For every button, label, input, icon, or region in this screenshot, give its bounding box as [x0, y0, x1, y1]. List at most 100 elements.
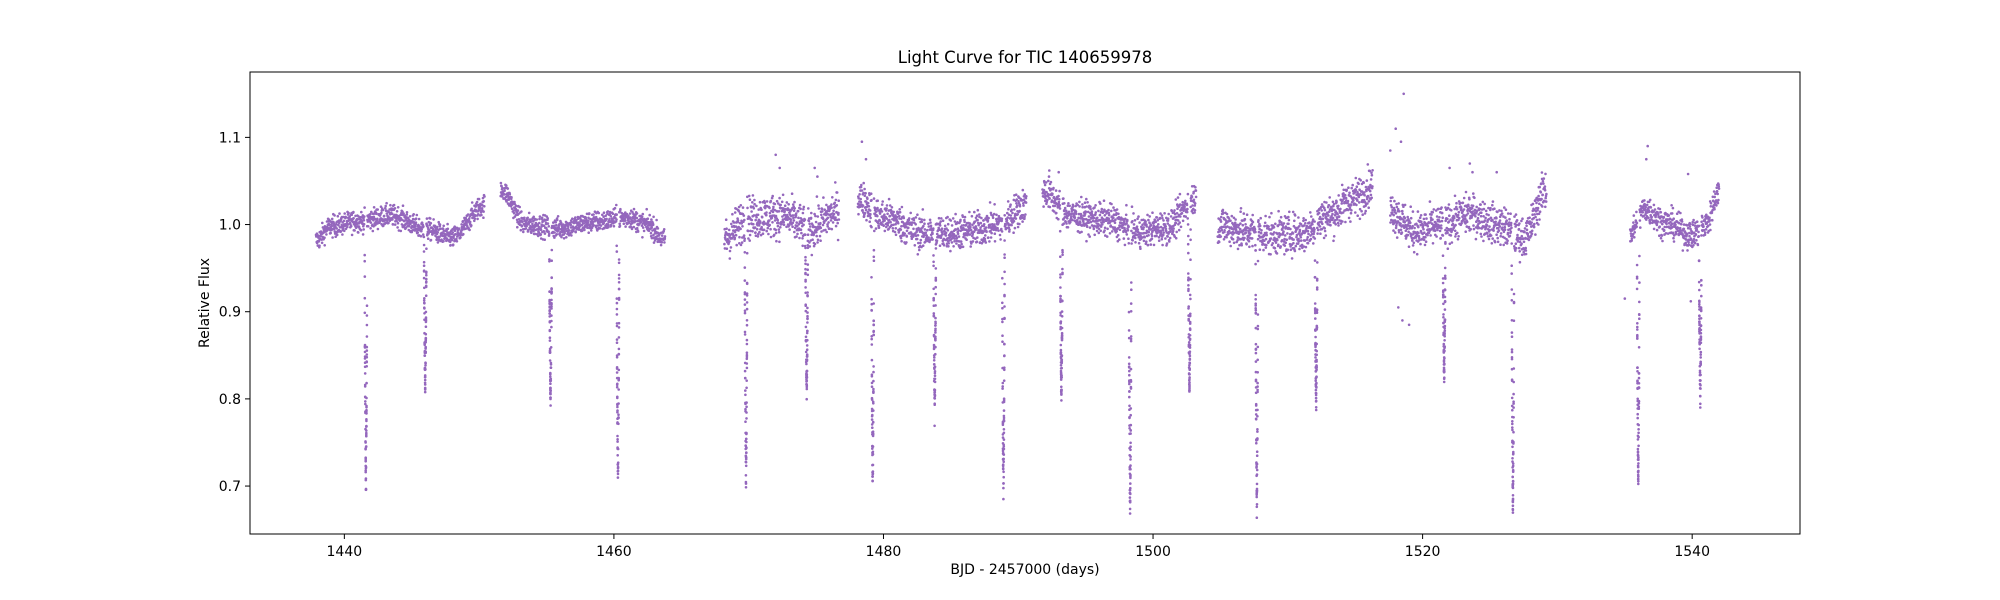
flux-point: [725, 247, 729, 250]
flux-point: [1298, 247, 1301, 251]
flux-point: [568, 229, 571, 232]
flux-point: [789, 218, 793, 221]
flux-point: [894, 227, 898, 230]
flux-point: [1325, 201, 1328, 204]
flux-point: [1479, 232, 1483, 236]
flux-point: [1049, 187, 1053, 191]
flux-point: [350, 213, 354, 217]
flux-point: [607, 226, 610, 229]
flux-point: [1260, 229, 1263, 232]
flux-point: [649, 222, 652, 226]
flux-point: [1010, 223, 1013, 227]
flux-point: [385, 209, 388, 212]
flux-point: [1350, 186, 1353, 190]
flux-point: [748, 233, 752, 237]
flux-point: [1356, 199, 1359, 202]
flux-point: [756, 235, 760, 238]
flux-point: [1461, 201, 1465, 205]
flux-point: [1229, 244, 1232, 248]
flux-point: [833, 201, 837, 205]
flux-point: [510, 196, 513, 199]
flux-point: [1268, 215, 1271, 219]
flux-point: [1137, 215, 1140, 218]
flux-point: [1360, 209, 1363, 213]
flux-point: [590, 229, 593, 232]
flux-point: [746, 229, 750, 233]
flux-point: [396, 206, 400, 209]
flux-point: [892, 210, 895, 214]
flux-point: [436, 231, 440, 234]
flux-point: [1409, 205, 1412, 208]
flux-point: [1142, 239, 1146, 243]
flux-point: [1243, 236, 1246, 240]
flux-point: [1424, 240, 1428, 243]
flux-point: [1021, 220, 1024, 223]
flux-point: [1108, 232, 1112, 235]
flux-point: [981, 231, 984, 234]
flux-point: [338, 212, 341, 215]
flux-point: [885, 204, 889, 207]
flux-point: [783, 213, 787, 217]
flux-point: [1170, 209, 1173, 213]
flux-point: [1112, 213, 1116, 216]
flux-point: [533, 232, 537, 236]
flux-point: [321, 221, 324, 225]
flux-point: [1220, 225, 1223, 229]
flux-point: [1318, 215, 1322, 219]
flux-point: [319, 230, 323, 233]
flux-point: [420, 221, 424, 224]
flux-point: [799, 207, 802, 211]
flux-point: [1222, 225, 1225, 229]
flux-point: [810, 211, 813, 215]
flux-point: [1185, 210, 1189, 214]
flux-point: [1067, 202, 1070, 205]
flux-point: [1168, 240, 1171, 243]
flux-point: [1298, 225, 1301, 228]
flux-point: [1410, 226, 1414, 230]
flux-point: [828, 208, 832, 211]
flux-point: [941, 219, 945, 222]
flux-point: [1531, 213, 1534, 216]
flux-point: [606, 223, 610, 226]
flux-point: [1419, 214, 1423, 217]
flux-point: [1160, 237, 1164, 241]
flux-point: [630, 227, 634, 231]
flux-point: [794, 214, 798, 217]
flux-point: [858, 193, 861, 196]
flux-point: [1392, 206, 1396, 210]
flux-point: [585, 212, 589, 216]
flux-point: [1060, 385, 1063, 389]
flux-point: [395, 210, 399, 213]
flux-point: [1001, 436, 1005, 439]
flux-point: [566, 225, 570, 228]
flux-point: [1192, 198, 1196, 202]
flux-point: [1107, 217, 1110, 220]
flux-point: [1295, 233, 1299, 237]
flux-point: [1474, 237, 1478, 241]
flux-point: [1301, 229, 1305, 233]
flux-point: [903, 232, 906, 235]
flux-point: [542, 230, 546, 233]
flux-point: [1227, 232, 1230, 235]
flux-point: [979, 226, 982, 229]
flux-point: [1332, 235, 1336, 238]
flux-point: [882, 224, 885, 227]
flux-point: [1263, 224, 1266, 228]
flux-point: [887, 221, 890, 225]
flux-point: [346, 225, 349, 229]
flux-point: [405, 213, 409, 216]
flux-point: [532, 215, 535, 219]
flux-point: [1353, 191, 1357, 194]
flux-point: [932, 347, 936, 351]
flux-point: [737, 209, 741, 213]
flux-point: [905, 241, 908, 244]
flux-point: [829, 219, 833, 222]
flux-point: [1304, 218, 1307, 222]
flux-point: [632, 225, 636, 229]
flux-point: [729, 246, 733, 249]
flux-point: [1234, 228, 1238, 232]
flux-point: [1192, 190, 1195, 194]
flux-point: [1408, 225, 1412, 228]
flux-point: [1162, 219, 1165, 222]
flux-point: [1457, 210, 1461, 214]
